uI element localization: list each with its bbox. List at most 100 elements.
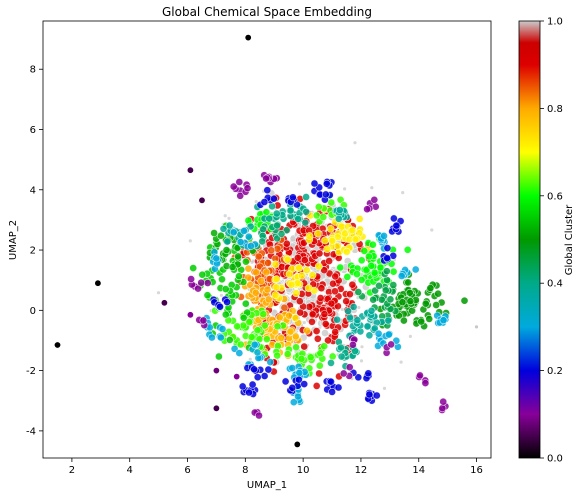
scatter-point xyxy=(208,334,215,341)
scatter-point xyxy=(320,213,327,220)
colorbar xyxy=(519,21,540,458)
scatter-point xyxy=(293,344,300,351)
scatter-point xyxy=(334,243,341,250)
scatter-point xyxy=(304,327,311,334)
scatter-point xyxy=(422,380,429,387)
scatter-point xyxy=(439,405,446,412)
scatter-point xyxy=(204,292,211,299)
scatter-point xyxy=(254,327,261,334)
scatter-point xyxy=(284,350,291,357)
scatter-point xyxy=(278,334,285,341)
scatter-point xyxy=(237,239,244,246)
scatter-point xyxy=(370,296,377,303)
scatter-point xyxy=(385,331,392,338)
scatter-point xyxy=(393,222,400,229)
scatter-point xyxy=(244,185,251,192)
y-tick-label: -2 xyxy=(26,366,36,377)
scatter-point xyxy=(255,253,262,260)
scatter-point xyxy=(309,311,316,318)
scatter-point xyxy=(236,178,243,185)
scatter-point xyxy=(332,328,339,335)
scatter-point xyxy=(385,317,392,324)
scatter-point xyxy=(292,314,299,321)
scatter-point xyxy=(226,222,233,229)
scatter-point xyxy=(273,276,280,283)
colorbar-tick-label: 0.6 xyxy=(547,191,563,202)
scatter-point xyxy=(315,263,322,270)
scatter-point xyxy=(321,343,328,350)
scatter-point xyxy=(335,215,342,222)
scatter-point xyxy=(224,299,231,306)
noise-point xyxy=(357,306,360,309)
scatter-point xyxy=(352,236,359,243)
scatter-point xyxy=(302,219,309,226)
scatter-point xyxy=(327,225,334,232)
scatter-point xyxy=(440,398,447,405)
noise-point xyxy=(409,335,412,338)
scatter-point xyxy=(288,281,295,288)
scatter-point xyxy=(349,227,356,234)
noise-point xyxy=(157,291,160,294)
scatter-point xyxy=(301,381,308,388)
scatter-point xyxy=(354,317,361,324)
scatter-point xyxy=(284,256,291,263)
scatter-point xyxy=(324,246,331,253)
outlier-point xyxy=(54,342,60,348)
scatter-point xyxy=(230,229,237,236)
scatter-point xyxy=(355,288,362,295)
scatter-point xyxy=(298,355,305,362)
noise-point xyxy=(383,387,386,390)
scatter-point xyxy=(335,384,342,391)
scatter-point xyxy=(253,269,260,276)
scatter-point xyxy=(369,241,376,248)
scatter-point xyxy=(296,264,303,271)
scatter-point xyxy=(440,317,447,324)
scatter-point xyxy=(188,276,195,283)
scatter-point xyxy=(274,352,281,359)
scatter-point xyxy=(321,311,328,318)
scatter-point xyxy=(314,230,321,237)
scatter-point xyxy=(260,226,267,233)
scatter-point xyxy=(274,323,281,330)
x-axis-ticks: 2 4 6 8 10 12 14 16 xyxy=(69,458,483,476)
scatter-point xyxy=(254,374,261,381)
scatter-point xyxy=(303,208,310,215)
colorbar-tick-label: 0.8 xyxy=(547,104,563,115)
scatter-point xyxy=(255,412,262,419)
scatter-point xyxy=(398,272,405,279)
scatter-point xyxy=(322,191,329,198)
scatter-point xyxy=(329,237,336,244)
y-tick-label: 0 xyxy=(30,306,36,317)
scatter-point xyxy=(264,187,271,194)
scatter-point xyxy=(204,279,211,286)
colorbar-label: Global Cluster xyxy=(564,204,575,275)
scatter-point xyxy=(365,253,372,260)
scatter-point xyxy=(296,298,303,305)
outlier-point xyxy=(234,373,240,379)
scatter-point xyxy=(329,388,336,395)
scatter-point xyxy=(307,354,314,361)
scatter-point xyxy=(294,254,301,261)
scatter-point xyxy=(235,273,242,280)
outlier-point xyxy=(161,300,167,306)
scatter-point xyxy=(240,314,247,321)
scatter-point xyxy=(247,242,254,249)
scatter-point xyxy=(237,341,244,348)
scatter-point xyxy=(337,264,344,271)
noise-point xyxy=(370,186,373,189)
scatter-point xyxy=(327,359,334,366)
scatter-point xyxy=(289,194,296,201)
scatter-point xyxy=(266,215,273,222)
scatter-point xyxy=(198,279,205,286)
scatter-point xyxy=(267,359,274,366)
noise-point xyxy=(189,239,192,242)
scatter-point xyxy=(249,381,256,388)
scatter-point xyxy=(268,247,275,254)
scatter-point xyxy=(380,232,387,239)
scatter-point xyxy=(384,245,391,252)
scatter-point xyxy=(433,301,440,308)
scatter-point xyxy=(390,268,397,275)
scatter-point xyxy=(317,294,324,301)
scatter-point xyxy=(215,353,222,360)
scatter-point xyxy=(349,341,356,348)
